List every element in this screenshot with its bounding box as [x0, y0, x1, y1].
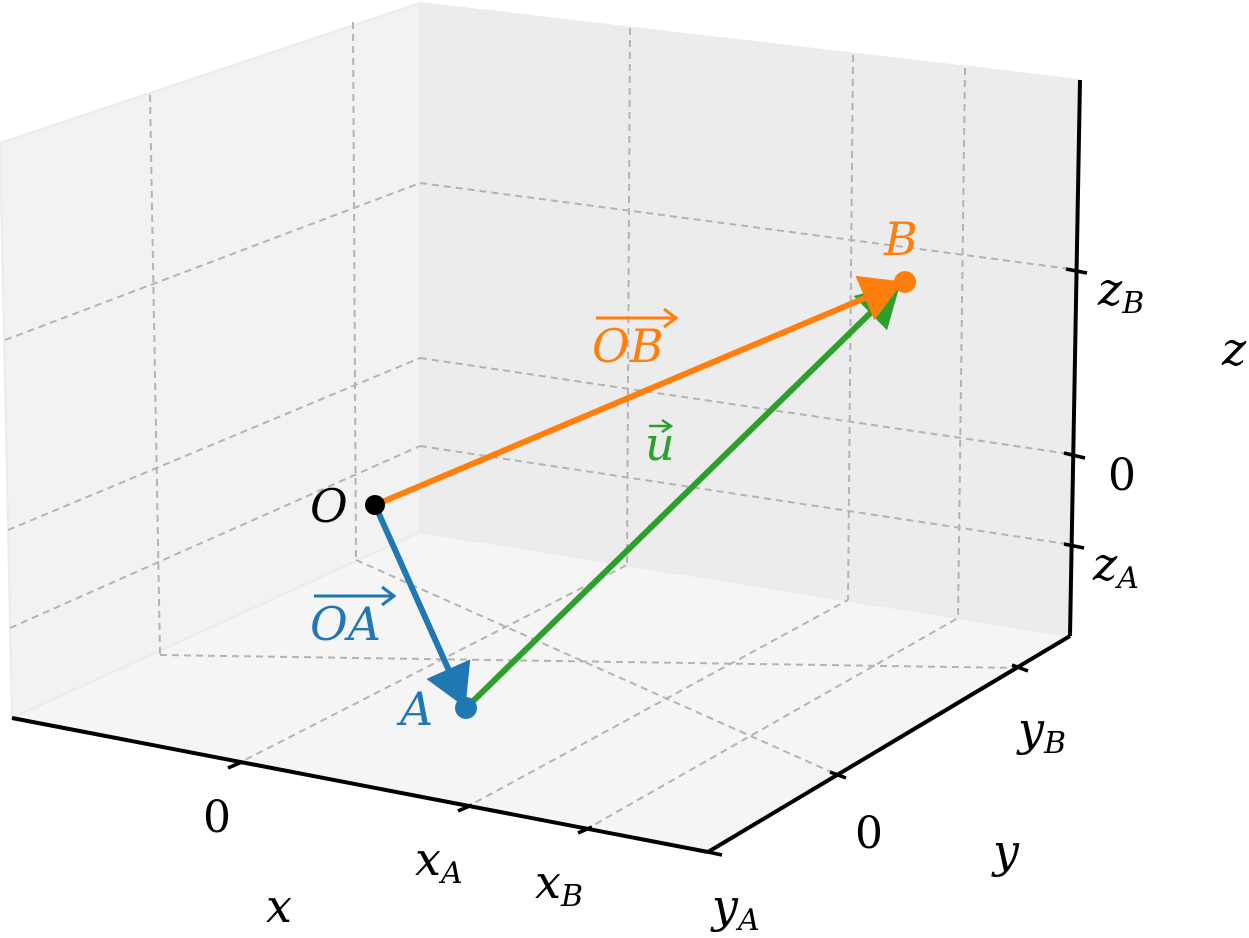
point-a	[455, 697, 477, 719]
grid-line	[419, 182, 1079, 271]
grid-line	[464, 599, 849, 809]
points	[365, 271, 916, 719]
z-tick-label-0: 0	[1108, 450, 1136, 501]
tick-labels: 0 xA xB yA 0 yB zA 0 zB	[203, 262, 1144, 938]
z-axis-line	[1068, 79, 1082, 637]
y-tick	[1011, 663, 1029, 673]
z-tick-label-b: zB	[1097, 262, 1144, 321]
grid-line	[847, 54, 854, 601]
grid-line	[355, 559, 839, 776]
label-o: O	[310, 479, 348, 533]
vectors	[372, 275, 904, 711]
y-axis-line	[706, 634, 1072, 854]
grid-line	[352, 21, 357, 561]
overarrow-ob	[663, 307, 679, 329]
grid-line	[149, 94, 161, 656]
grid-line	[957, 67, 966, 619]
z-tick	[1063, 451, 1086, 460]
y-tick-label-0: 0	[855, 808, 883, 859]
point-b	[894, 271, 916, 293]
x-tick-label-0: 0	[203, 792, 231, 843]
label-b: B	[883, 212, 918, 266]
x-tick	[457, 803, 473, 813]
z-tick	[1063, 542, 1085, 550]
grid-line	[9, 445, 421, 629]
y-tick	[829, 770, 847, 780]
z-tick	[1065, 267, 1088, 275]
overarrow-u	[661, 418, 674, 434]
x-tick	[227, 760, 243, 770]
y-tick-label-a: yA	[710, 879, 760, 938]
y-axis-label: y	[991, 824, 1020, 878]
point-labels: O A B	[310, 212, 918, 736]
gridlines	[4, 21, 1079, 831]
label-a: A	[396, 682, 433, 736]
x-tick	[577, 825, 593, 835]
label-oa: OA	[310, 597, 381, 651]
x-tick-label-a: xA	[415, 832, 463, 891]
axis-labels: x y z	[266, 322, 1247, 933]
vector-oa-arrow	[372, 503, 471, 708]
grid-line	[4, 182, 421, 341]
x-tick-label-b: xB	[535, 855, 583, 914]
panes	[0, 1, 1082, 854]
x-axis-line	[11, 716, 709, 854]
z-tick-label-a: zA	[1092, 537, 1139, 596]
axes	[11, 79, 1088, 857]
grid-line	[419, 445, 1074, 546]
overarrow-oa	[381, 585, 397, 607]
z-axis-label: z	[1221, 322, 1247, 376]
y-tick-label-b: yB	[1016, 702, 1066, 761]
vector-labels: OB OA u	[310, 307, 679, 651]
grid-line	[419, 357, 1077, 456]
point-origin	[365, 495, 385, 515]
x-axis-label: x	[266, 879, 292, 933]
label-ob: OB	[592, 319, 664, 373]
vector-ob-arrow	[373, 275, 904, 508]
grid-line	[7, 357, 421, 531]
back-pane	[419, 1, 1082, 638]
vector-u-arrow	[463, 283, 901, 711]
y-tick	[707, 850, 723, 857]
grid-line	[626, 27, 631, 566]
